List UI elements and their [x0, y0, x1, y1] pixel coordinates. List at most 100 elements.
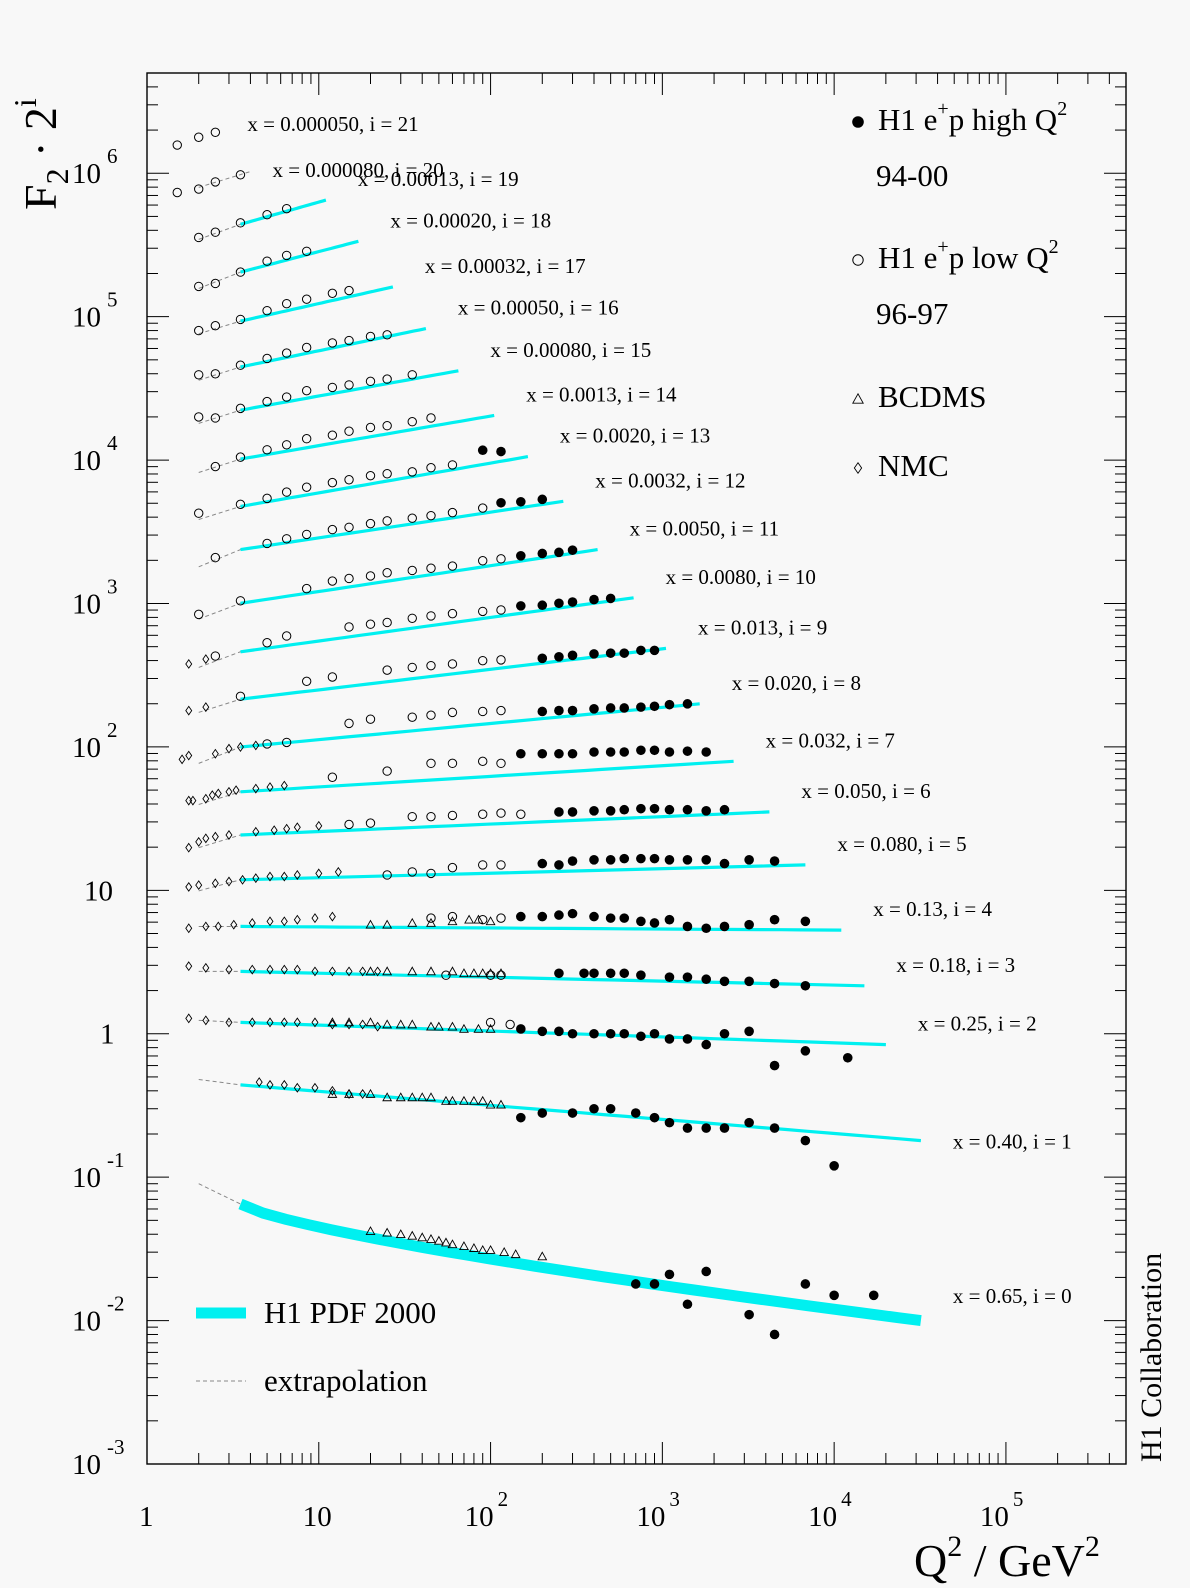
bin-i4-high-point-6	[619, 913, 630, 923]
bin-i0-label: x = 0.65, i = 0	[953, 1284, 1072, 1308]
bin-i4-high-point-4	[589, 911, 599, 922]
bin-i3-high-point-11	[769, 978, 780, 989]
bin-i2-label: x = 0.25, i = 2	[918, 1012, 1037, 1036]
bin-i1-extrapolation	[198, 1078, 241, 1086]
bin-i8-low-point-3	[365, 714, 376, 724]
bin-i11-low-point-5	[365, 571, 376, 581]
bin-i5-nmc-point-0	[185, 881, 193, 892]
bin-i3-nmc-point-9	[345, 966, 353, 977]
bin-i6-extrapolation	[198, 834, 241, 849]
y-tick-base: 10	[72, 1162, 101, 1194]
bin-i3-nmc-point-1	[202, 962, 210, 973]
legend-mid: p low Q	[949, 240, 1049, 275]
bin-i14-low-point-3	[281, 440, 292, 450]
bin-i7-nmc-point-1	[189, 795, 197, 806]
bin-i1-high-point-1	[537, 1108, 548, 1118]
bin-i0-bcdms-point-11	[477, 1244, 488, 1254]
bin-i2-bcdms-point-2	[365, 1017, 376, 1027]
bin-i8-low-point-1	[281, 737, 292, 748]
bin-i6-nmc-point-2	[202, 833, 210, 844]
bin-i5-high-point-12	[744, 855, 754, 865]
bin-i1-high-point-14	[829, 1161, 839, 1171]
bin-i9-high-point-7	[649, 645, 660, 656]
bin-i2-high-point-5	[605, 1028, 616, 1039]
bin-i12-high-point-1	[516, 496, 526, 507]
bin-i7-high-point-9	[664, 747, 675, 757]
bin-i1-high-point-5	[630, 1108, 641, 1118]
bin-i11-extrapolation	[198, 602, 241, 620]
bin-i20-low-point-1	[194, 184, 204, 194]
bin-i6-high-point-10	[719, 804, 730, 815]
bin-i13-high-point-0	[477, 445, 488, 456]
bin-i2-nmc-point-6	[293, 1017, 301, 1028]
bin-i6-low-point-1	[365, 818, 376, 828]
bin-i5-nmc-point-9	[315, 868, 323, 879]
bin-i1-bcdms-point-10	[458, 1095, 469, 1105]
bin-i11-low-point-8	[426, 563, 436, 573]
bin-i6-nmc-point-4	[225, 829, 233, 840]
bin-i2-nmc-point-2	[225, 1017, 233, 1028]
bin-i7-high-point-10	[682, 746, 693, 756]
legend-marker-h1-e-p-high-q2	[852, 116, 864, 128]
bin-i0-bcdms-point-7	[441, 1237, 451, 1247]
bin-i18-low-point-1	[210, 278, 221, 289]
bin-i9-label: x = 0.013, i = 9	[698, 615, 827, 639]
bin-i4-nmc-point-5	[266, 916, 274, 927]
bin-i15-low-point-3	[262, 396, 272, 407]
bin-i1-high-point-0	[516, 1112, 526, 1123]
y-tick-base: 10	[72, 732, 101, 764]
bin-i3-nmc-point-8	[328, 966, 336, 977]
bin-i8-low-point-8	[496, 705, 506, 716]
bin-i2-high-point-8	[649, 1028, 660, 1039]
legend-label-h1-e-p-high-q2: H1 e+p high Q2	[878, 98, 1067, 137]
bin-i2-high-point-4	[589, 1028, 599, 1039]
bin-i12-low-point-11	[478, 503, 488, 513]
bin-i1-nmc-point-2	[280, 1079, 288, 1090]
bin-i9-high-point-5	[619, 648, 630, 658]
x-axis-label: Q2 / GeV2	[914, 1530, 1100, 1586]
bin-i1-bcdms-point-13	[485, 1099, 496, 1109]
bin-i10-nmc-point-0	[185, 658, 193, 669]
bin-i10-low-point-10	[496, 605, 506, 615]
bin-i17-low-point-5	[301, 294, 312, 304]
y-tick-label-4: 10	[84, 875, 113, 907]
bin-i8-high-point-5	[619, 703, 630, 713]
y-tick-base: 10	[72, 445, 101, 477]
bin-i1-high-point-6	[649, 1112, 660, 1123]
bin-i0-high-point-1	[649, 1279, 660, 1289]
legend-sup: +	[937, 236, 948, 258]
bin-i13-low-point-0	[194, 508, 204, 518]
bin-i8-high-point-2	[567, 705, 578, 716]
bin-i10-low-point-1	[262, 638, 272, 648]
bin-i15-low-point-4	[281, 392, 292, 402]
y-tick-base: 1	[100, 1019, 115, 1051]
bin-i10-high-point-2	[554, 598, 564, 609]
bin-i5-fit-curve	[240, 863, 806, 882]
bin-i3-nmc-point-4	[266, 964, 274, 975]
bin-i21-low-point-2	[210, 127, 221, 138]
bin-i16-label: x = 0.00050, i = 16	[458, 296, 619, 320]
bin-i12-fit-curve	[240, 499, 564, 552]
x-tick-base: 10	[808, 1501, 837, 1533]
bin-i13-low-point-8	[382, 469, 392, 479]
bin-i0-high-point-2	[664, 1269, 675, 1280]
plot-frame	[146, 72, 1127, 1465]
bin-i12-low-point-6	[365, 518, 376, 529]
bin-i2-nmc-point-7	[311, 1017, 319, 1028]
bin-i9-extrapolation	[198, 698, 241, 713]
x-tick-label-3: 103	[636, 1487, 680, 1533]
bin-i18-low-point-5	[301, 246, 312, 256]
legend-main: H1 e	[878, 102, 937, 137]
bin-i0-bcdms-point-9	[458, 1241, 469, 1251]
bin-i5-low-point-5	[496, 860, 506, 870]
bin-i5-nmc-point-10	[334, 866, 342, 877]
bin-i3-bcdms-point-0	[365, 966, 376, 976]
bin-i3-bcdms-point-7	[477, 968, 488, 978]
bin-i11-low-point-0	[194, 609, 204, 620]
bin-i17-low-point-4	[281, 298, 292, 309]
x-tick-base: 10	[636, 1501, 665, 1533]
bin-i13-low-point-7	[365, 470, 376, 481]
bin-i10-low-point-6	[407, 613, 417, 623]
bin-i10-low-point-8	[447, 608, 458, 619]
bin-i3-high-point-3	[605, 968, 616, 979]
